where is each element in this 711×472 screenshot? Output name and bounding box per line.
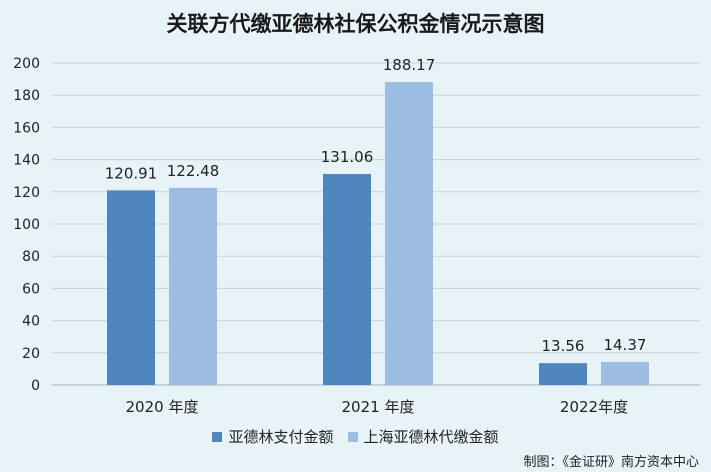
bar-series-1 (539, 363, 587, 385)
y-tick-label: 60 (22, 281, 40, 297)
y-tick-label: 120 (13, 185, 40, 201)
y-tick-label: 0 (31, 378, 40, 394)
chart-title: 关联方代缴亚德林社保公积金情况示意图 (166, 12, 545, 36)
x-tick-label: 2022年度 (560, 398, 628, 416)
bar-series-1 (323, 173, 371, 385)
data-label: 131.06 (321, 148, 374, 166)
bar-series-2 (385, 82, 433, 386)
data-label: 14.37 (604, 336, 647, 354)
data-label: 122.48 (167, 162, 220, 180)
data-label: 188.17 (383, 56, 436, 74)
legend-label-series-2: 上海亚德林代缴金额 (363, 428, 499, 446)
bar-series-2 (169, 187, 217, 385)
bar-series-1 (107, 190, 155, 385)
data-label: 13.56 (542, 337, 585, 355)
legend: 亚德林支付金额 上海亚德林代缴金额 (0, 426, 711, 447)
y-tick-label: 200 (13, 56, 40, 72)
y-tick-label: 180 (13, 88, 40, 104)
y-tick-label: 40 (22, 314, 40, 330)
source-credit: 制图：《金证研》南方资本中心 (523, 455, 699, 470)
y-tick-label: 80 (22, 249, 40, 265)
legend-swatch-series-1 (212, 431, 223, 442)
bar-series-2 (601, 361, 649, 385)
y-tick-label: 100 (13, 217, 40, 233)
y-tick-label: 140 (13, 153, 40, 169)
legend-swatch-series-2 (347, 431, 358, 442)
x-tick-label: 2021 年度 (342, 398, 415, 416)
x-tick-label: 2020 年度 (126, 398, 199, 416)
legend-item-series-2: 上海亚德林代缴金额 (347, 426, 499, 447)
legend-label-series-1: 亚德林支付金额 (228, 428, 334, 446)
data-label: 120.91 (105, 164, 158, 182)
y-tick-label: 160 (13, 120, 40, 136)
legend-item-series-1: 亚德林支付金额 (212, 426, 334, 447)
y-tick-label: 20 (22, 346, 40, 362)
